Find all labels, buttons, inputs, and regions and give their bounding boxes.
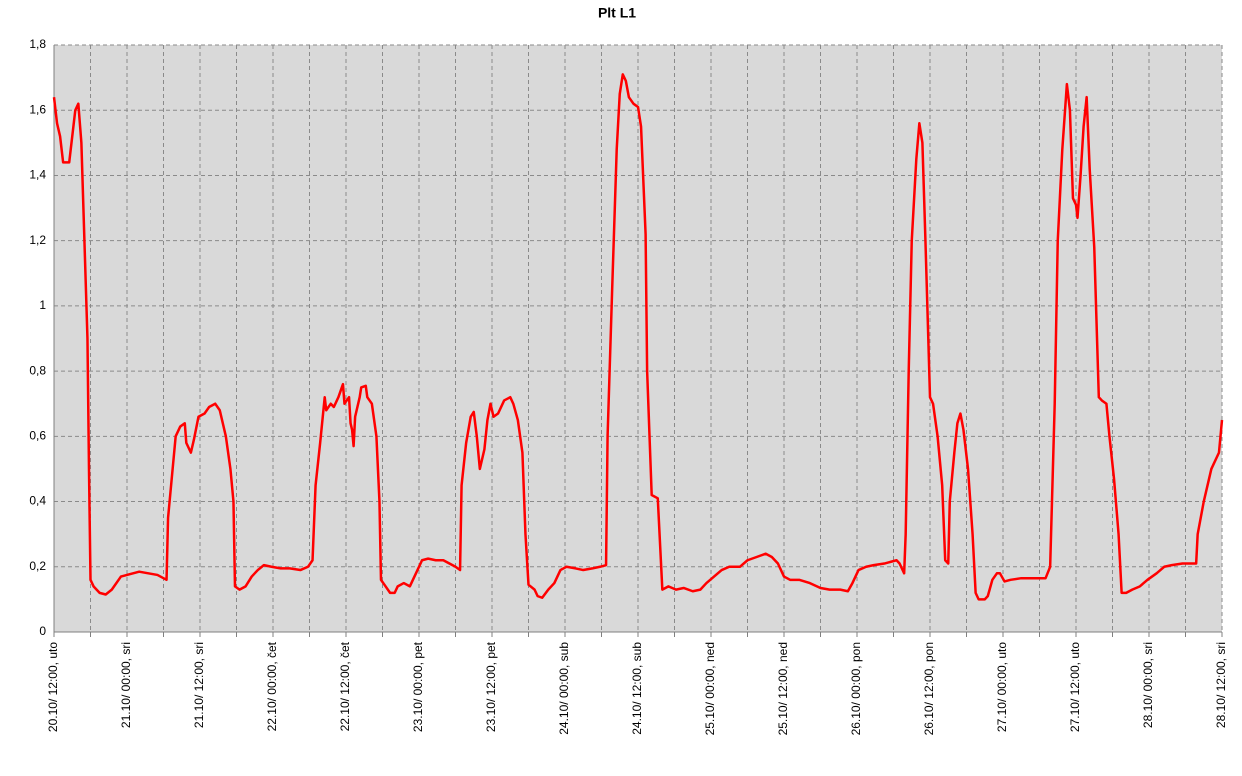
x-tick-label: 20.10/ 12:00, uto bbox=[46, 642, 60, 732]
data-line bbox=[52, 73, 1224, 601]
y-tick-label: 0,4 bbox=[29, 494, 46, 508]
y-tick-label: 0,2 bbox=[29, 559, 46, 573]
x-tick-label: 23.10/ 00:00, pet bbox=[411, 641, 425, 732]
y-tick-label: 1,6 bbox=[29, 102, 46, 116]
x-tick-label: 28.10/ 12:00, sri bbox=[1214, 642, 1228, 728]
x-tick-label: 27.10/ 00:00, uto bbox=[995, 642, 1009, 732]
x-tick-label: 25.10/ 12:00, ned bbox=[776, 642, 790, 735]
y-tick-label: 0 bbox=[39, 624, 46, 638]
x-tick-label: 22.10/ 12:00, čet bbox=[338, 641, 352, 731]
x-tick-label: 22.10/ 00:00, čet bbox=[265, 641, 279, 731]
x-tick-label: 23.10/ 12:00, pet bbox=[484, 641, 498, 732]
y-tick-label: 0,8 bbox=[29, 363, 46, 377]
x-tick-label: 25.10/ 00:00, ned bbox=[703, 642, 717, 735]
y-tick-label: 0,6 bbox=[29, 429, 46, 443]
x-tick-label: 21.10/ 00:00, sri bbox=[119, 642, 133, 728]
x-tick-label: 26.10/ 12:00, pon bbox=[922, 642, 936, 735]
x-tick-label: 27.10/ 12:00, uto bbox=[1068, 642, 1082, 732]
x-tick-label: 28.10/ 00:00, sri bbox=[1141, 642, 1155, 728]
x-tick-label: 26.10/ 00:00, pon bbox=[849, 642, 863, 735]
chart-title: Plt L1 bbox=[598, 5, 636, 21]
y-tick-label: 1,8 bbox=[29, 37, 46, 51]
x-tick-label: 24.10/ 12:00, sub bbox=[630, 642, 644, 735]
y-tick-label: 1,2 bbox=[29, 233, 46, 247]
y-tick-label: 1,4 bbox=[29, 168, 46, 182]
y-tick-label: 1 bbox=[39, 298, 46, 312]
plot-area bbox=[54, 45, 1222, 632]
x-tick-label: 21.10/ 12:00, sri bbox=[192, 642, 206, 728]
x-tick-label: 24.10/ 00:00, sub bbox=[557, 642, 571, 735]
